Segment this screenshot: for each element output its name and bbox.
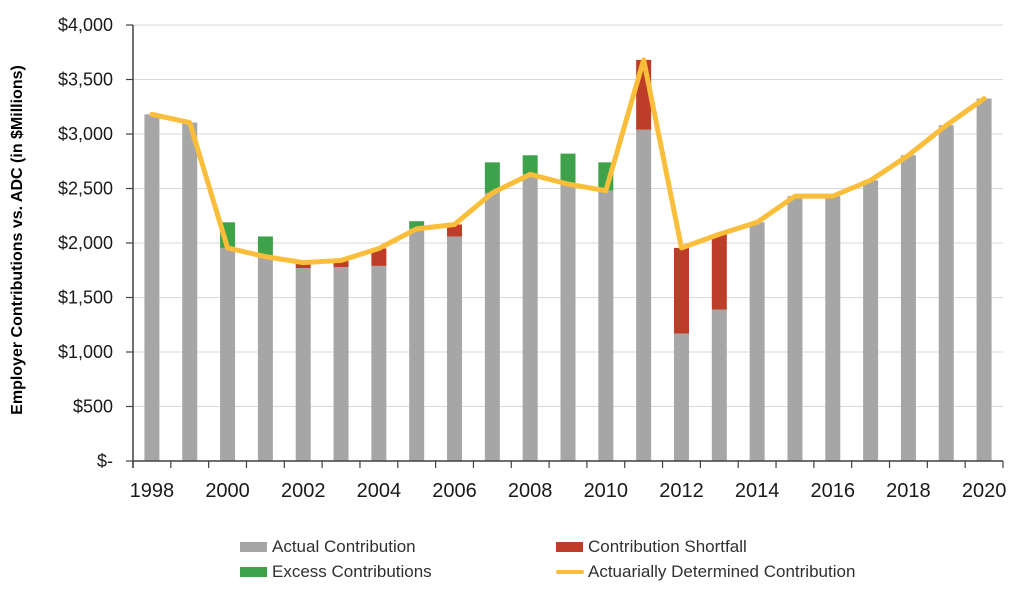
bar-actual-2001 bbox=[257, 256, 273, 461]
x-tick-label: 2014 bbox=[735, 480, 780, 502]
bar-actual-2006 bbox=[447, 236, 463, 461]
bar-shortfall-2002 bbox=[295, 262, 311, 269]
y-tick-label: $2,500 bbox=[58, 179, 113, 199]
legend-label-contribution-shortfall: Contribution Shortfall bbox=[588, 536, 747, 556]
x-tick-label: 2012 bbox=[659, 480, 704, 502]
legend-item-actual-contribution: Actual Contribution bbox=[240, 537, 556, 557]
bar-actual-2016 bbox=[825, 196, 841, 461]
y-tick-label: $1,000 bbox=[58, 342, 113, 362]
y-tick-label: $3,000 bbox=[58, 124, 113, 144]
bar-shortfall-2013 bbox=[711, 234, 727, 310]
bar-actual-1998 bbox=[144, 114, 160, 461]
bar-actual-2005 bbox=[409, 228, 425, 461]
legend: Actual Contribution Contribution Shortfa… bbox=[240, 534, 855, 584]
y-tick-label: $1,500 bbox=[58, 288, 113, 308]
legend-item-excess-contributions: Excess Contributions bbox=[240, 562, 556, 582]
x-tick-label: 2002 bbox=[281, 480, 326, 502]
bar-actual-2004 bbox=[371, 265, 387, 461]
bar-shortfall-2003 bbox=[333, 260, 349, 267]
x-tick-label: 2016 bbox=[811, 480, 856, 502]
bar-actual-2012 bbox=[673, 333, 689, 461]
legend-swatch-excess-contributions bbox=[240, 566, 267, 577]
bar-actual-2020 bbox=[976, 98, 992, 461]
bar-actual-2013 bbox=[711, 309, 727, 461]
x-tick-label: 2004 bbox=[357, 480, 402, 502]
legend-label-adc-line: Actuarially Determined Contribution bbox=[588, 561, 856, 581]
legend-label-actual-contribution: Actual Contribution bbox=[272, 536, 416, 556]
bar-actual-1999 bbox=[182, 122, 198, 462]
x-tick-label: 2008 bbox=[508, 480, 553, 502]
legend-swatch-contribution-shortfall bbox=[556, 541, 583, 552]
legend-label-excess-contributions: Excess Contributions bbox=[272, 561, 432, 581]
bar-actual-2017 bbox=[863, 180, 879, 461]
bar-shortfall-2012 bbox=[673, 247, 689, 334]
y-tick-label: $500 bbox=[73, 397, 113, 417]
bar-actual-2019 bbox=[938, 125, 954, 461]
x-tick-label: 2006 bbox=[432, 480, 477, 502]
adc-line bbox=[149, 57, 987, 266]
y-tick-label: $- bbox=[97, 451, 113, 471]
legend-swatch-adc-line bbox=[556, 569, 584, 574]
bar-shortfall-2004 bbox=[371, 248, 387, 266]
bar-actual-2011 bbox=[636, 129, 652, 461]
x-tick-label: 1998 bbox=[130, 480, 175, 502]
bar-actual-2007 bbox=[484, 192, 500, 462]
bar-excess-2001 bbox=[257, 236, 273, 257]
bar-excess-2008 bbox=[522, 155, 538, 175]
plot-area: $- $500 $1,000 $1,500 $2,000 $2,500 $3,000 $3,5… bbox=[58, 15, 1007, 502]
y-tick-label: $4,000 bbox=[58, 15, 113, 35]
bar-shortfall-2006 bbox=[447, 224, 463, 237]
bar-actual-2000 bbox=[220, 247, 236, 461]
x-tick-label: 2020 bbox=[962, 480, 1007, 502]
bar-actual-2003 bbox=[333, 266, 349, 461]
bar-actual-2014 bbox=[749, 222, 765, 461]
bar-actual-2002 bbox=[295, 268, 311, 461]
y-tick-label: $2,000 bbox=[58, 233, 113, 253]
bar-excess-2005 bbox=[409, 221, 425, 229]
x-tick-label: 2018 bbox=[886, 480, 931, 502]
bar-excess-2009 bbox=[560, 153, 576, 185]
x-tick-label: 2010 bbox=[584, 480, 629, 502]
bar-actual-2018 bbox=[900, 155, 916, 461]
legend-item-adc-line: Actuarially Determined Contribution bbox=[556, 562, 855, 582]
y-tick-label: $3,500 bbox=[58, 70, 113, 90]
legend-swatch-actual-contribution bbox=[240, 541, 267, 552]
bar-actual-2015 bbox=[787, 196, 803, 461]
x-tick-label: 2000 bbox=[205, 480, 250, 502]
bar-actual-2010 bbox=[598, 190, 614, 461]
bar-actual-2008 bbox=[522, 174, 538, 461]
bar-actual-2009 bbox=[560, 184, 576, 461]
legend-item-contribution-shortfall: Contribution Shortfall bbox=[556, 537, 855, 557]
bar-excess-2007 bbox=[484, 162, 500, 193]
